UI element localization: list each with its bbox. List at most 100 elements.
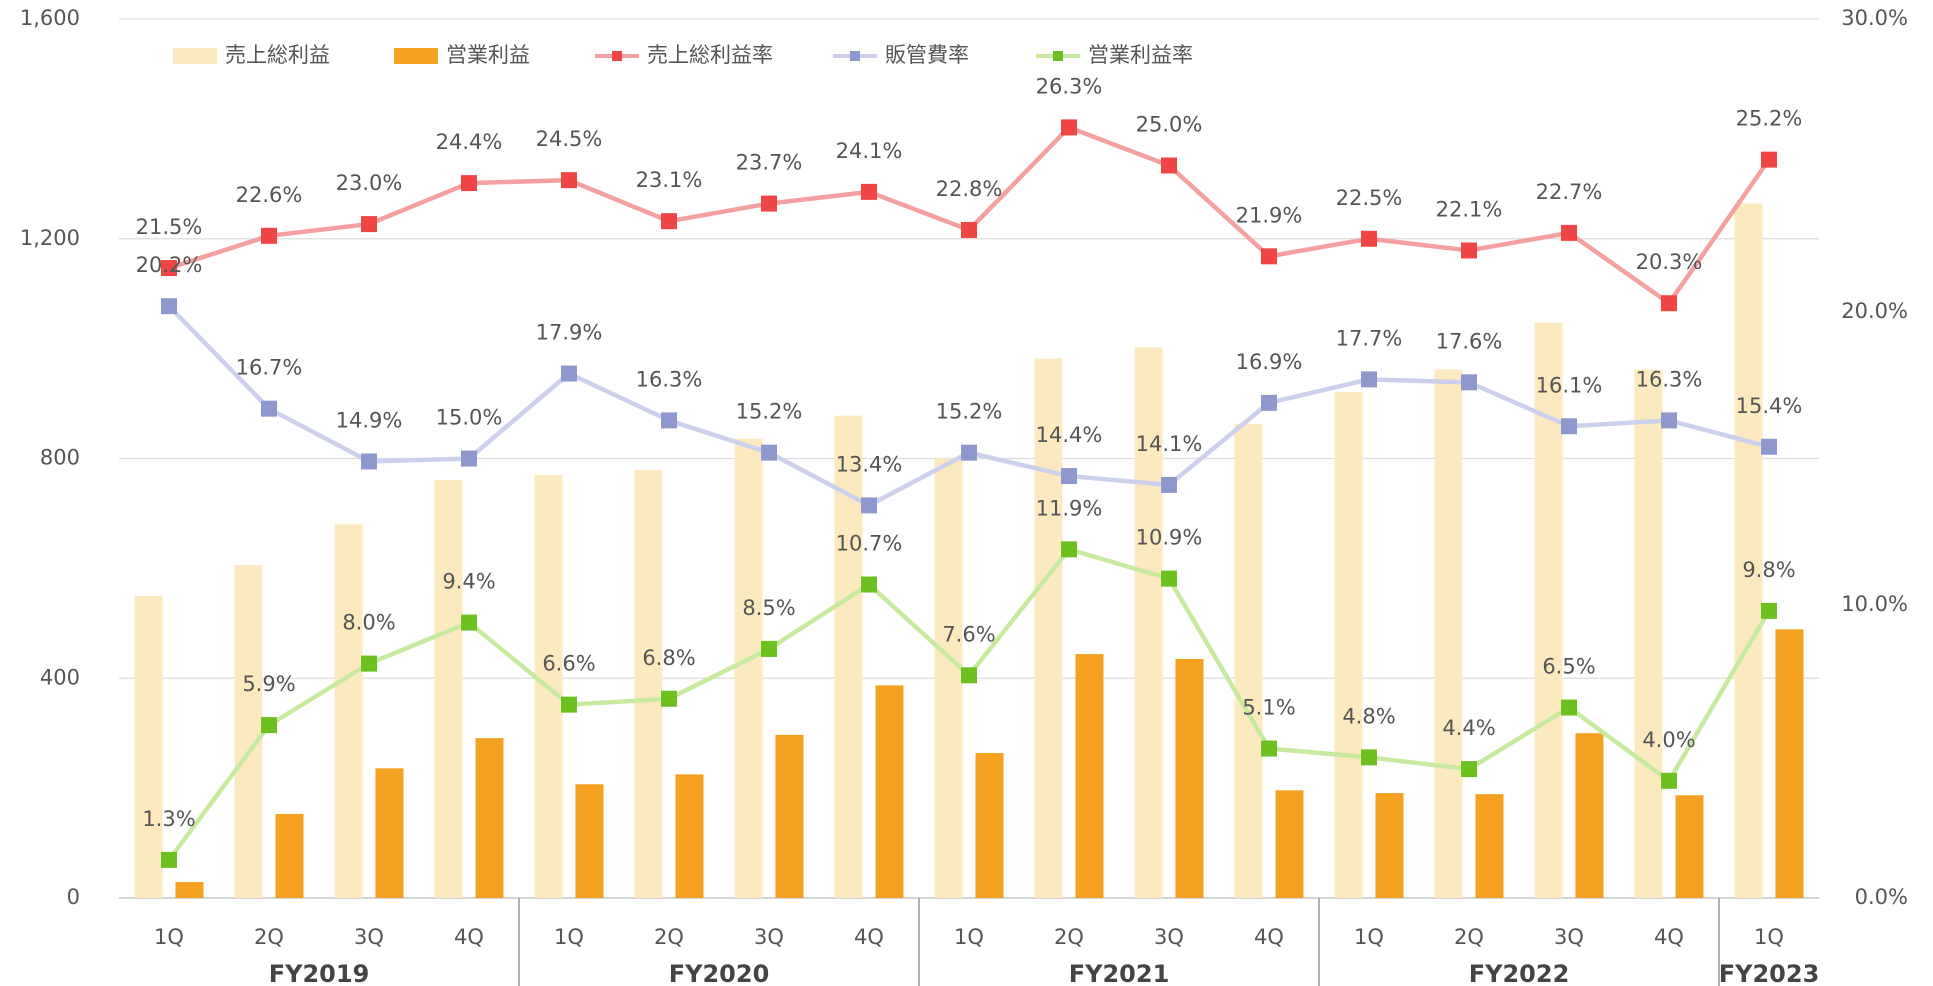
legend-marker (850, 51, 860, 61)
x-tick-label: 4Q (1654, 925, 1684, 949)
data-label: 13.4% (836, 452, 903, 476)
data-label: 14.9% (336, 408, 403, 432)
data-label: 7.6% (942, 622, 995, 646)
line-marker (1661, 412, 1677, 429)
line-marker (261, 227, 277, 244)
line-marker (1661, 772, 1677, 789)
data-label: 4.8% (1342, 704, 1395, 728)
x-tick-label: 2Q (1054, 925, 1084, 949)
data-label: 16.1% (1536, 373, 1603, 397)
data-label: 22.5% (1336, 186, 1403, 210)
line-marker (261, 717, 277, 734)
data-label: 26.3% (1036, 74, 1103, 98)
line (168, 124, 1771, 307)
line-marker (761, 195, 777, 212)
line-marker (161, 851, 177, 868)
data-label: 17.7% (1336, 326, 1403, 350)
data-label: 11.9% (1036, 496, 1103, 520)
data-label: 16.9% (1236, 350, 1303, 374)
data-label: 15.0% (436, 406, 503, 430)
line-marker (761, 640, 777, 657)
bar (1534, 322, 1563, 898)
y2-tick-label: 30.0% (1841, 6, 1908, 30)
data-label: 6.6% (542, 652, 595, 676)
bar (375, 768, 404, 898)
line-marker (161, 298, 177, 315)
line-marker (1261, 394, 1277, 411)
data-label: 15.2% (736, 400, 803, 424)
legend-label: 売上総利益率 (647, 43, 773, 67)
line-marker (1661, 295, 1677, 312)
bar (275, 813, 304, 898)
data-label: 5.1% (1242, 696, 1295, 720)
bar (1034, 358, 1063, 898)
data-label: 6.8% (642, 646, 695, 670)
data-label: 17.9% (536, 321, 603, 345)
data-label: 5.9% (242, 672, 295, 696)
data-label: 23.0% (336, 171, 403, 195)
bar (134, 595, 163, 898)
data-label: 20.2% (136, 253, 203, 277)
data-label: 10.9% (1136, 526, 1203, 550)
line-marker (961, 444, 977, 461)
x-tick-label: 1Q (954, 925, 984, 949)
bar (675, 774, 704, 898)
line-marker (1261, 248, 1277, 265)
data-label: 6.5% (1542, 655, 1595, 679)
line-marker (1561, 418, 1577, 435)
y-tick-label: 400 (40, 665, 80, 689)
bar (1075, 654, 1104, 898)
y-tick-label: 0 (67, 885, 80, 909)
line-marker (861, 183, 877, 200)
line-marker (1761, 602, 1777, 619)
data-label: 1.3% (142, 807, 195, 831)
x-tick-label: 3Q (354, 925, 384, 949)
bar (334, 524, 363, 898)
x-tick-label: 1Q (1354, 925, 1384, 949)
y2-tick-label: 10.0% (1841, 592, 1908, 616)
line-marker (361, 655, 377, 672)
line-marker (161, 260, 177, 277)
line-marker (561, 365, 577, 382)
legend-label: 営業利益率 (1088, 43, 1193, 67)
group-label: FY2021 (1069, 960, 1170, 986)
line-marker (1361, 230, 1377, 247)
bar (434, 479, 463, 898)
line-marker (461, 614, 477, 631)
line-marker (1561, 224, 1577, 241)
x-tick-label: 1Q (154, 925, 184, 949)
data-label: 17.6% (1436, 329, 1503, 353)
data-label: 22.1% (1436, 197, 1503, 221)
data-label: 10.7% (836, 531, 903, 555)
x-tick-label: 2Q (1454, 925, 1484, 949)
bar (1275, 790, 1304, 898)
line-marker (1061, 541, 1077, 558)
y2-tick-label: 20.0% (1841, 299, 1908, 323)
line-marker (1161, 570, 1177, 587)
line-marker (861, 497, 877, 514)
group-label: FY2020 (669, 960, 770, 986)
data-label: 23.7% (736, 151, 803, 175)
legend-marker (612, 51, 622, 61)
line-marker (361, 216, 377, 233)
line-marker (961, 221, 977, 238)
data-label: 25.0% (1136, 113, 1203, 137)
data-label: 4.0% (1642, 728, 1695, 752)
data-label: 15.4% (1736, 394, 1803, 418)
bar (734, 438, 763, 898)
line-marker (1061, 119, 1077, 136)
group-label: FY2023 (1719, 960, 1820, 986)
line (167, 546, 1771, 862)
x-tick-label: 3Q (1154, 925, 1184, 949)
y-tick-label: 1,200 (20, 226, 80, 250)
line-marker (1561, 699, 1577, 716)
bar (475, 738, 504, 898)
line-marker (661, 213, 677, 230)
bar (1575, 733, 1604, 898)
data-label: 22.8% (936, 177, 1003, 201)
bar (575, 784, 604, 898)
line-marker (1461, 374, 1477, 391)
bar (1675, 795, 1704, 898)
line-marker (1161, 157, 1177, 174)
line-marker (361, 453, 377, 470)
